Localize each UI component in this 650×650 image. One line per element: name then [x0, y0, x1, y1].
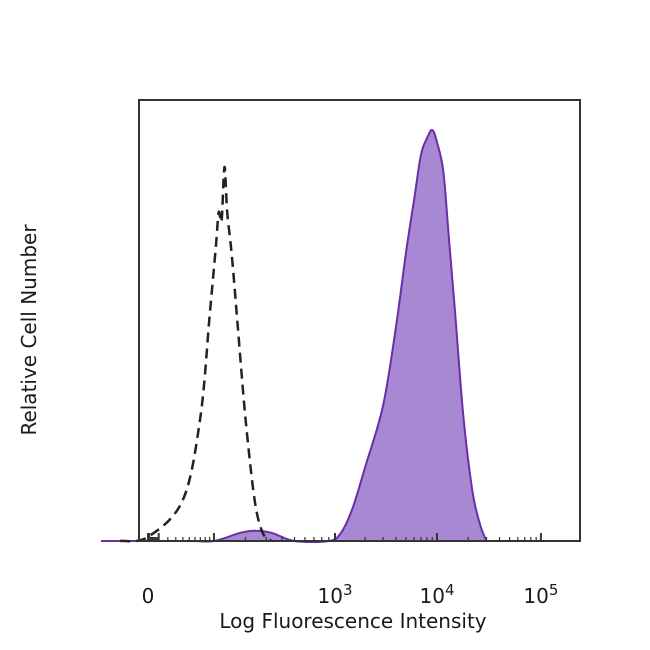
x-tick-labels: 0 103 104 105 — [142, 581, 559, 608]
series-layer — [100, 128, 488, 544]
y-axis-label: Relative Cell Number — [17, 224, 41, 436]
x-tick-label: 104 — [420, 581, 455, 608]
x-tick-label: 105 — [523, 581, 558, 608]
plot-frame — [138, 99, 581, 542]
sample-histogram-line — [100, 128, 488, 544]
x-tick-label: 103 — [318, 581, 353, 608]
sample-histogram-fill — [101, 129, 487, 543]
x-axis-label: Log Fluorescence Intensity — [219, 609, 486, 633]
x-tick-label: 0 — [142, 584, 155, 608]
control-histogram-line — [120, 165, 273, 543]
x-tick-marks — [147, 533, 542, 541]
